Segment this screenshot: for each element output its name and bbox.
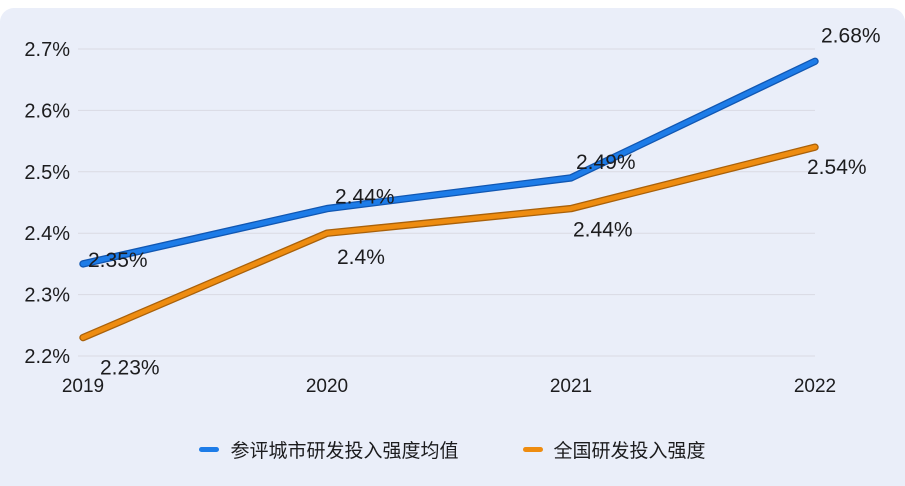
point-label: 2.44%	[335, 186, 395, 209]
point-label: 2.4%	[337, 246, 385, 269]
legend-dash-icon	[199, 447, 220, 452]
legend-label: 参评城市研发投入强度均值	[230, 441, 459, 462]
x-tick-label: 2019	[62, 376, 104, 397]
point-label: 2.68%	[821, 24, 881, 47]
y-tick-label: 2.3%	[24, 285, 70, 307]
legend-item-0[interactable]: 参评城市研发投入强度均值	[199, 436, 459, 463]
legend-item-1[interactable]: 全国研发投入强度	[522, 436, 706, 463]
legend-label: 全国研发投入强度	[553, 441, 706, 462]
legend-dash-icon	[522, 447, 543, 452]
point-label: 2.49%	[576, 151, 636, 174]
series-line-1	[80, 144, 818, 341]
y-tick-label: 2.6%	[24, 100, 70, 122]
y-tick-label: 2.4%	[24, 223, 70, 245]
x-tick-label: 2022	[794, 376, 836, 397]
point-label: 2.44%	[573, 219, 633, 242]
x-tick-label: 2021	[550, 376, 592, 397]
y-tick-label: 2.2%	[24, 346, 70, 368]
legend: 参评城市研发投入强度均值 全国研发投入强度	[0, 436, 905, 463]
y-tick-label: 2.5%	[24, 162, 70, 184]
x-tick-label: 2020	[306, 376, 348, 397]
point-label: 2.23%	[100, 357, 160, 380]
series-line-0	[80, 58, 818, 267]
point-label: 2.35%	[88, 249, 148, 272]
y-tick-label: 2.7%	[24, 39, 70, 61]
point-label: 2.54%	[807, 156, 867, 179]
